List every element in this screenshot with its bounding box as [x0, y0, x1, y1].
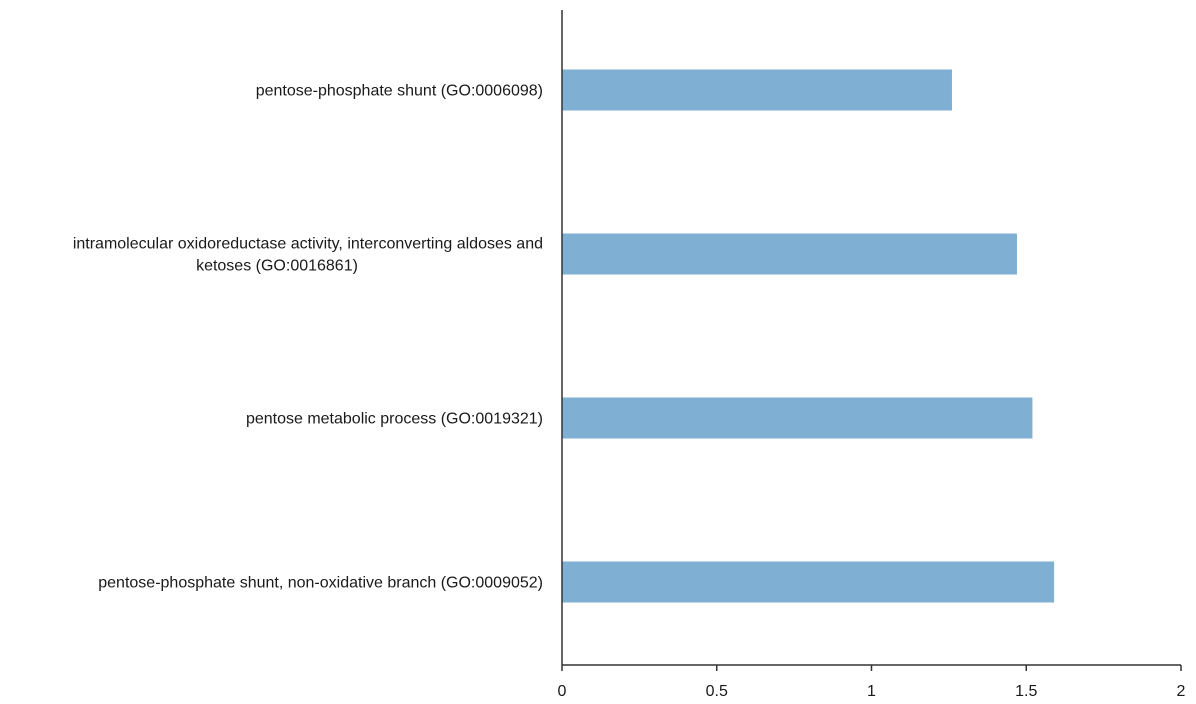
bar: [562, 69, 952, 111]
x-tick-label: 1: [867, 683, 876, 700]
x-tick-label: 2: [1177, 683, 1186, 700]
category-label: ketoses (GO:0016861): [196, 258, 358, 275]
bar: [562, 233, 1017, 275]
category-label: pentose-phosphate shunt, non-oxidative b…: [98, 575, 543, 592]
x-tick-label: 0: [558, 683, 567, 700]
category-label: pentose metabolic process (GO:0019321): [246, 411, 543, 428]
category-label: pentose-phosphate shunt (GO:0006098): [256, 83, 543, 100]
x-tick-label: 1.5: [1015, 683, 1037, 700]
bars-group: [562, 69, 1055, 603]
x-tick-label: 0.5: [706, 683, 728, 700]
category-labels-group: pentose-phosphate shunt (GO:0006098) intr…: [73, 83, 543, 592]
bar: [562, 561, 1055, 603]
x-ticks-group: 0 0.5 1 1.5 2: [558, 665, 1186, 700]
bar: [562, 397, 1033, 439]
category-label: intramolecular oxidoreductase activity, …: [73, 236, 543, 253]
